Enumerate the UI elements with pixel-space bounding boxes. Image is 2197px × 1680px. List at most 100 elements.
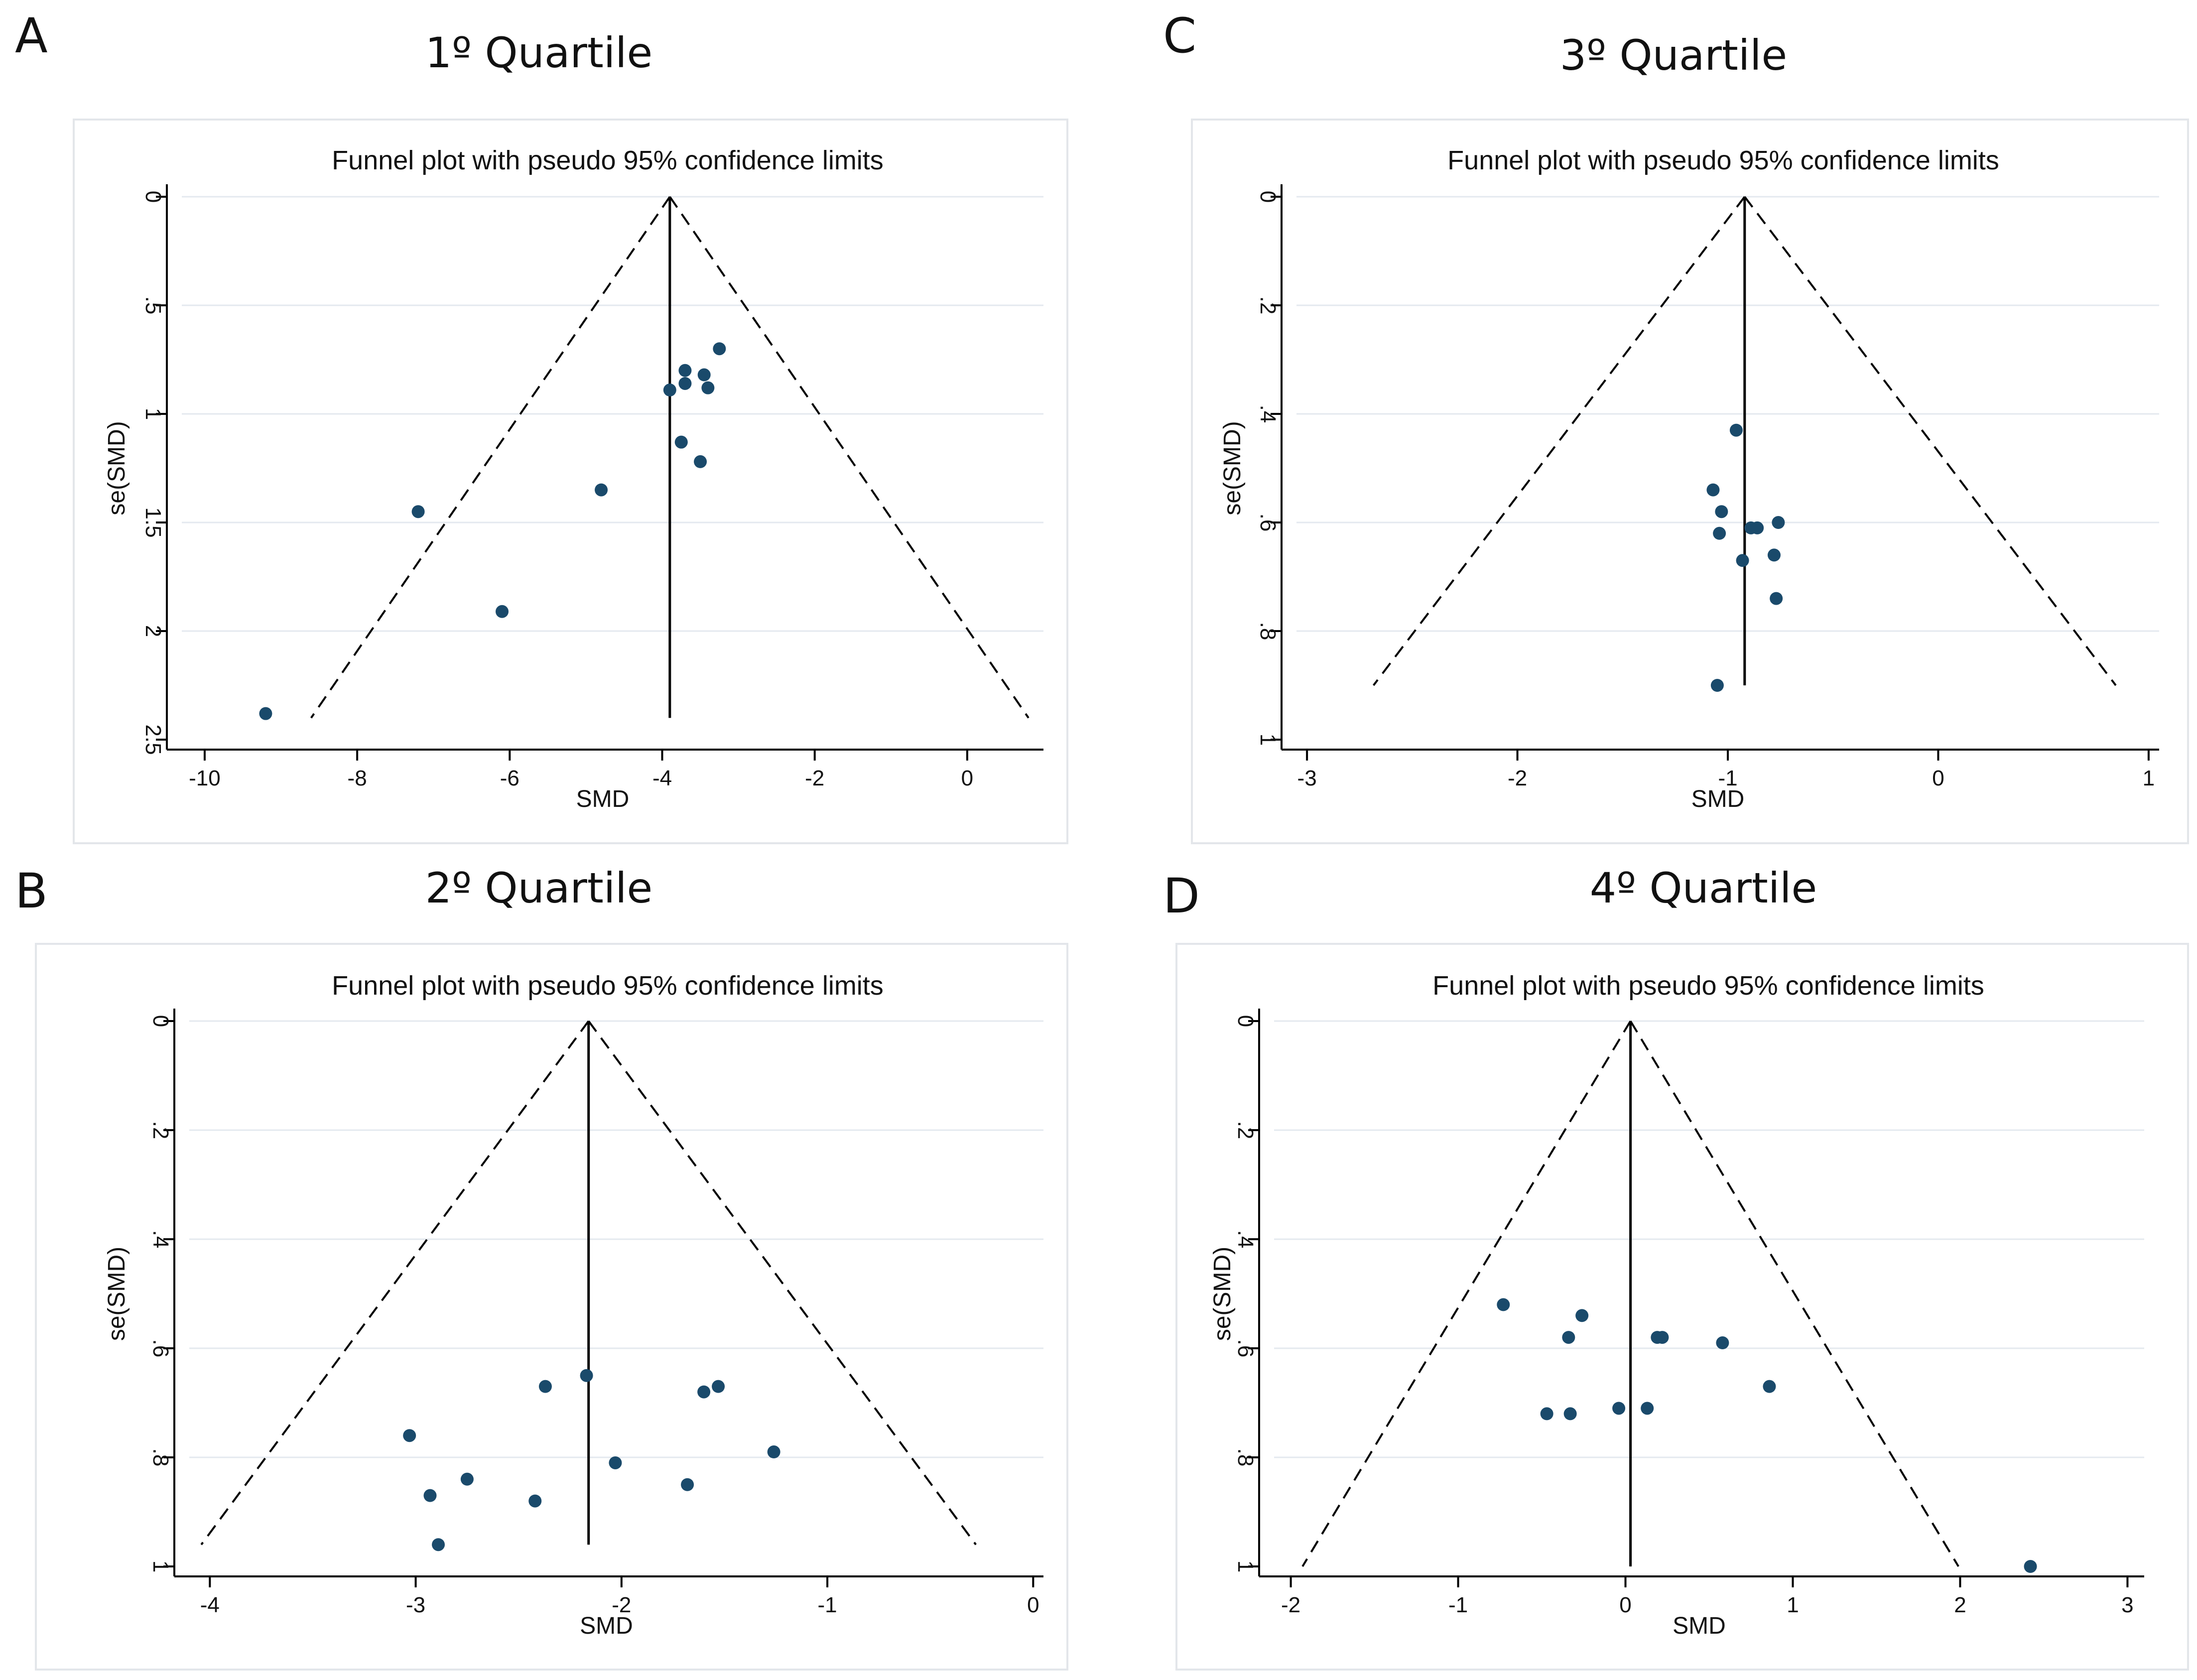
study-point-d	[1612, 1402, 1626, 1415]
study-point-b	[432, 1538, 445, 1551]
plot-frame-c	[1191, 119, 2189, 844]
plot-title-b: Funnel plot with pseudo 95% confidence l…	[332, 971, 884, 1001]
study-point-d	[2024, 1560, 2037, 1573]
x-tick-label-a: -10	[189, 766, 221, 790]
study-point-c	[1736, 554, 1749, 567]
y-tick-label-c: .8	[1256, 622, 1280, 641]
study-point-a	[663, 384, 676, 397]
y-tick-label-b: .8	[148, 1448, 173, 1467]
study-point-c	[1713, 526, 1726, 540]
y-tick-label-b: .6	[148, 1339, 173, 1358]
study-point-d	[1763, 1380, 1776, 1393]
panel-a: A 1º Quartile Funnel plot with pseudo 95…	[15, 8, 1068, 844]
study-point-c	[1715, 505, 1728, 518]
y-tick-label-c: .4	[1256, 405, 1280, 423]
y-tick-label-d: .8	[1233, 1448, 1258, 1467]
ci-limit-right-d	[1629, 1020, 1959, 1567]
x-tick-label-a: -6	[500, 766, 519, 790]
study-point-d	[1716, 1336, 1729, 1350]
y-axis-label-a: se(SMD)	[104, 421, 130, 515]
panel-c: C 3º Quartile Funnel plot with pseudo 95…	[1163, 8, 2189, 844]
ci-limit-left-a	[310, 196, 671, 719]
study-point-a	[697, 368, 711, 382]
ci-limit-left-b	[200, 1020, 590, 1546]
plot-frame-a	[73, 119, 1068, 844]
y-tick-label-d: .4	[1233, 1230, 1258, 1249]
y-tick-label-c: 1	[1256, 734, 1280, 746]
x-tick-label-d: 3	[2121, 1593, 2133, 1617]
plot-frame-d	[1175, 943, 2189, 1671]
panel-title-d: 4º Quartile	[1590, 864, 1817, 912]
y-tick-label-a: .5	[141, 296, 165, 315]
x-axis-label-b: SMD	[580, 1613, 633, 1639]
study-point-c	[1706, 483, 1720, 497]
study-point-b	[681, 1478, 694, 1491]
x-tick-label-b: -1	[818, 1593, 837, 1617]
plot-title-d: Funnel plot with pseudo 95% confidence l…	[1432, 971, 1984, 1001]
ci-limit-right-c	[1744, 196, 2117, 686]
x-tick-label-d: 1	[1787, 1593, 1799, 1617]
study-point-a	[496, 605, 509, 618]
panel-title-b: 2º Quartile	[425, 864, 652, 912]
study-point-a	[674, 435, 688, 449]
study-point-c	[1770, 592, 1783, 605]
panel-letter-c: C	[1163, 8, 1196, 64]
x-axis-label-c: SMD	[1691, 786, 1745, 812]
study-point-b	[580, 1369, 593, 1382]
study-point-c	[1767, 548, 1781, 562]
study-point-a	[694, 455, 707, 468]
x-axis-label-a: SMD	[576, 786, 630, 812]
x-tick-label-a: -4	[652, 766, 672, 790]
x-tick-label-c: -3	[1297, 766, 1317, 790]
study-point-a	[595, 483, 608, 497]
x-tick-label-d: 0	[1619, 1593, 1631, 1617]
study-point-d	[1575, 1309, 1589, 1322]
study-point-d	[1641, 1402, 1654, 1415]
study-point-a	[678, 364, 692, 377]
y-tick-label-a: 0	[141, 191, 165, 203]
panel-letter-b: B	[15, 863, 48, 919]
y-tick-label-a: 2	[141, 625, 165, 637]
y-tick-label-a: 1	[141, 408, 165, 420]
x-tick-label-a: 0	[961, 766, 973, 790]
x-tick-label-b: -4	[200, 1593, 220, 1617]
study-point-a	[411, 505, 425, 518]
study-point-a	[678, 377, 692, 390]
funnel-plot-d: 0 .2 .4 .6 .8 1 -2 -1 0 1 2 3 SMD se(SMD)	[1209, 1009, 2144, 1639]
ci-limit-left-c	[1373, 196, 1746, 686]
y-tick-label-a: 2.5	[141, 724, 165, 755]
x-axis-label-d: SMD	[1673, 1613, 1726, 1639]
plot-title-c: Funnel plot with pseudo 95% confidence l…	[1447, 145, 1999, 175]
study-point-a	[713, 342, 726, 356]
funnel-plot-c: 0 .2 .4 .6 .8 1 -3 -2 -1 0 1 SMD se(SMD)	[1219, 184, 2159, 812]
x-tick-label-c: 1	[2143, 766, 2155, 790]
study-point-c	[1744, 521, 1758, 534]
plot-frame-b	[35, 943, 1068, 1671]
x-tick-label-c: -2	[1508, 766, 1527, 790]
y-tick-label-b: .4	[148, 1230, 173, 1249]
study-point-b	[528, 1494, 542, 1508]
y-tick-label-b: 1	[148, 1560, 173, 1572]
study-point-d	[1656, 1331, 1669, 1344]
x-tick-label-b: 0	[1027, 1593, 1039, 1617]
study-point-d	[1563, 1407, 1577, 1421]
study-point-b	[460, 1472, 474, 1486]
x-tick-label-d: -2	[1281, 1593, 1300, 1617]
funnel-plot-b: 0 .2 .4 .6 .8 1 -4 -3 -2 -1 0 SMD se(SMD)	[104, 1009, 1043, 1639]
study-point-b	[423, 1489, 437, 1502]
x-tick-label-d: -1	[1448, 1593, 1468, 1617]
panel-d: D 4º Quartile Funnel plot with pseudo 95…	[1163, 864, 2189, 1671]
x-tick-label-b: -2	[612, 1593, 631, 1617]
study-point-b	[767, 1445, 780, 1459]
ci-limit-right-b	[588, 1020, 977, 1546]
panel-b: B 2º Quartile Funnel plot with pseudo 95…	[15, 863, 1068, 1671]
y-tick-label-d: .2	[1233, 1121, 1258, 1140]
y-tick-label-d: .6	[1233, 1339, 1258, 1358]
x-tick-label-c: 0	[1932, 766, 1944, 790]
panel-letter-d: D	[1163, 868, 1200, 924]
y-tick-label-d: 0	[1233, 1015, 1258, 1027]
study-point-b	[403, 1429, 416, 1442]
study-point-c	[1710, 679, 1724, 692]
study-point-a	[259, 707, 272, 720]
